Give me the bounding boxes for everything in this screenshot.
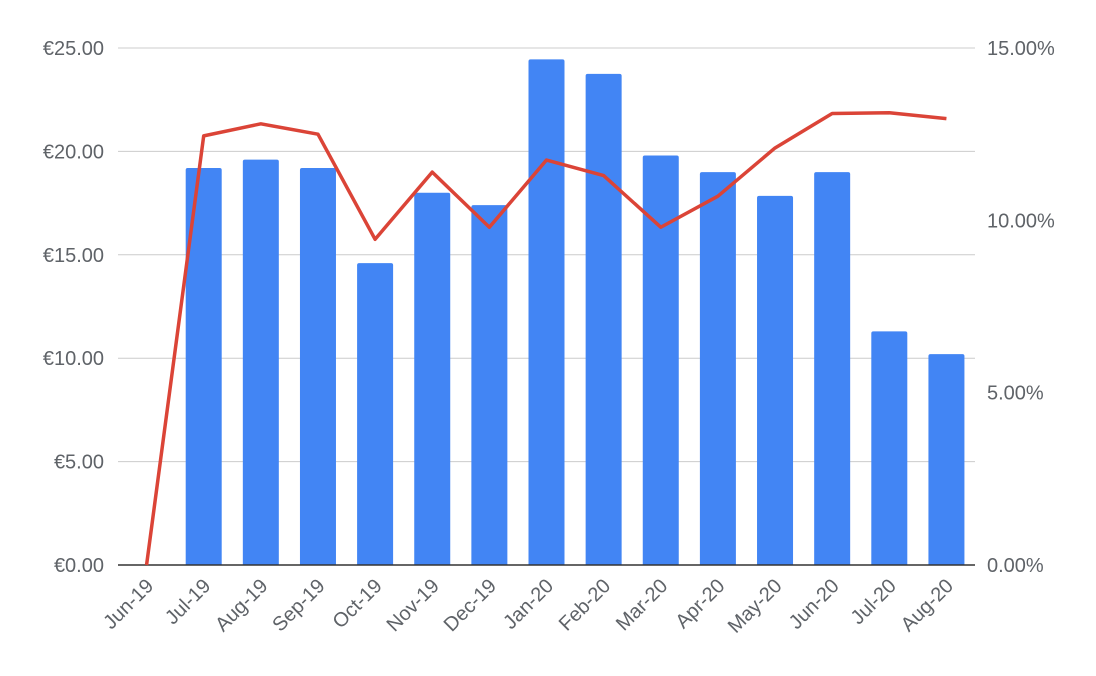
x-tick-label: Jul-19 xyxy=(161,575,215,629)
right-y-axis-ticks: 0.00% 5.00% 10.00% 15.00% xyxy=(987,38,1055,577)
x-tick-label: Feb-20 xyxy=(555,575,615,635)
left-y-tick-label: €15.00 xyxy=(43,245,104,267)
right-y-tick-label: 5.00% xyxy=(987,383,1044,405)
left-y-axis-ticks: €0.00 €5.00 €10.00 €15.00 €20.00 €25.00 xyxy=(43,38,104,577)
x-tick-label: Dec-19 xyxy=(440,575,501,636)
line-series xyxy=(144,111,947,566)
left-y-tick-label: €5.00 xyxy=(54,452,104,474)
bar-Jun-20 xyxy=(814,172,851,565)
right-y-tick-label: 0.00% xyxy=(987,555,1044,577)
bar-Sep-19 xyxy=(299,167,336,565)
x-tick-label: Jun-19 xyxy=(99,575,158,634)
bar-Feb-20 xyxy=(585,73,622,565)
bar-Apr-20 xyxy=(699,172,736,565)
right-y-tick-label: 10.00% xyxy=(987,210,1055,232)
x-tick-label: Jan-20 xyxy=(499,575,558,634)
left-y-tick-label: €10.00 xyxy=(43,348,104,370)
left-y-tick-label: €25.00 xyxy=(43,38,104,60)
x-tick-label: Jul-20 xyxy=(847,575,901,629)
x-tick-label: Nov-19 xyxy=(383,575,444,636)
left-y-tick-label: €20.00 xyxy=(43,141,104,163)
x-tick-label: Sep-19 xyxy=(268,575,329,636)
x-tick-label: May-20 xyxy=(724,575,787,638)
x-tick-label: Apr-20 xyxy=(671,575,729,633)
right-y-tick-label: 15.00% xyxy=(987,38,1055,60)
x-tick-label: Oct-19 xyxy=(329,575,387,633)
bar-Aug-19 xyxy=(242,159,279,565)
x-tick-label: Jun-20 xyxy=(785,575,844,634)
bar-Aug-20 xyxy=(928,354,965,565)
x-tick-label: Aug-19 xyxy=(211,575,272,636)
left-y-tick-label: €0.00 xyxy=(54,555,104,577)
bar-Dec-19 xyxy=(471,205,508,565)
bar-Jul-19 xyxy=(185,167,222,565)
x-tick-label: Mar-20 xyxy=(612,575,672,635)
bar-Jan-20 xyxy=(528,59,565,566)
bar-Jul-20 xyxy=(871,331,908,565)
bar-Mar-20 xyxy=(642,155,679,565)
bar-series xyxy=(185,59,965,566)
bar-May-20 xyxy=(757,195,794,565)
bar-Nov-19 xyxy=(414,192,451,565)
x-tick-label: Aug-20 xyxy=(897,575,958,636)
bar-Oct-19 xyxy=(357,263,394,565)
